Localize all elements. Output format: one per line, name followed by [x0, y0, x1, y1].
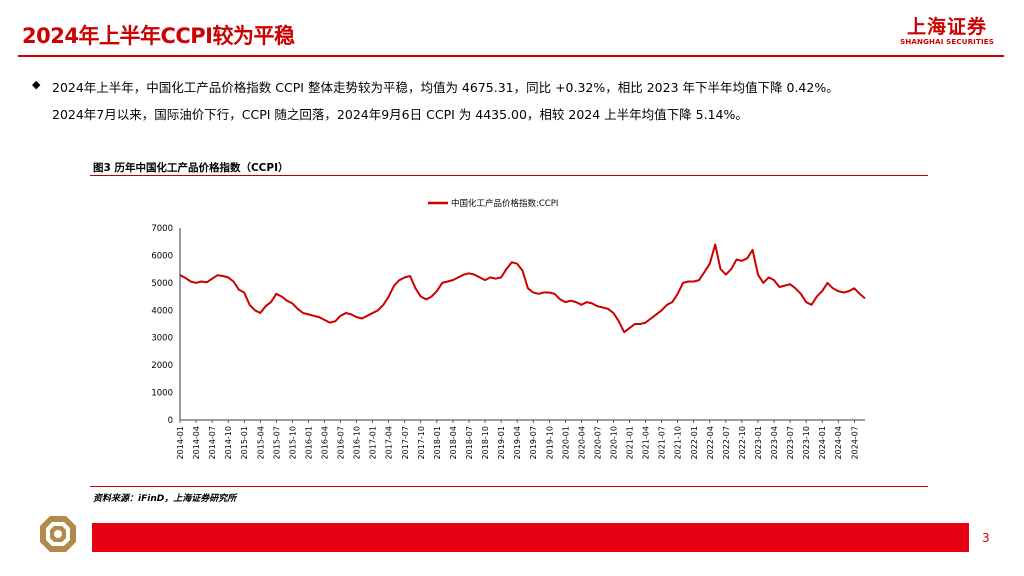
x-tick-label: 2024-01 [818, 426, 827, 459]
x-tick-label: 2023-04 [770, 426, 779, 459]
x-tick-label: 2019-10 [545, 426, 554, 459]
x-tick-label: 2014-07 [208, 426, 217, 459]
x-tick-label: 2016-10 [353, 426, 362, 459]
x-tick-label: 2014-10 [224, 426, 233, 459]
x-tick-label: 2024-07 [850, 426, 859, 459]
y-tick-label: 0 [168, 416, 173, 426]
x-tick-label: 2015-01 [240, 426, 249, 459]
summary-line-2: 2024年7月以来，国际油价下行，CCPI 随之回落，2024年9月6日 CCP… [52, 107, 748, 122]
x-tick-label: 2021-01 [626, 426, 635, 459]
ccpi-line-chart: 中国化工产品价格指数:CCPI 0 1000 2000 3000 4000 5000 600… [151, 198, 866, 459]
summary-line-1: 2024年上半年，中国化工产品价格指数 CCPI 整体走势较为平稳，均值为 46… [52, 80, 839, 95]
x-tick-label: 2016-01 [304, 426, 313, 459]
x-tick-label: 2019-04 [513, 426, 522, 459]
x-tick-label: 2015-04 [256, 426, 265, 459]
x-tick-label: 2017-01 [369, 426, 378, 459]
ccpi-series-line [179, 243, 866, 334]
figure-title: 图3 历年中国化工产品价格指数（CCPI） [93, 162, 289, 174]
diamond-bullet-icon: ◆ [32, 78, 41, 91]
y-tick-label: 6000 [151, 251, 173, 261]
x-tick-label: 2022-07 [722, 426, 731, 459]
y-tick-label: 4000 [151, 306, 173, 316]
x-tick-label: 2020-10 [609, 426, 618, 459]
x-axis: 2014-01 2014-04 2014-07 2014-10 2015-01 2015-… [176, 419, 865, 459]
x-tick-label: 2019-01 [497, 426, 506, 459]
logo-chinese: 上海证券 [907, 16, 988, 38]
y-tick-label: 2000 [151, 361, 173, 371]
x-tick-label: 2022-01 [690, 426, 699, 459]
chart-legend: 中国化工产品价格指数:CCPI [428, 198, 558, 209]
company-emblem-icon [40, 516, 76, 552]
x-tick-label: 2023-07 [786, 426, 795, 459]
y-tick-label: 3000 [151, 334, 173, 344]
x-tick-label: 2020-01 [561, 426, 570, 459]
x-tick-label: 2022-10 [738, 426, 747, 459]
x-tick-label: 2023-10 [802, 426, 811, 459]
figure-source: 资料来源：iFinD，上海证券研究所 [93, 494, 237, 504]
x-tick-label: 2018-01 [433, 426, 442, 459]
logo-english: SHANGHAI SECURITIES [900, 38, 994, 46]
footer-bar [92, 523, 969, 552]
x-tick-label: 2017-04 [385, 426, 394, 459]
header-rule [18, 55, 1004, 57]
x-tick-label: 2018-10 [481, 426, 490, 459]
x-tick-label: 2020-07 [593, 426, 602, 459]
figure-top-rule [90, 175, 928, 176]
x-tick-label: 2014-01 [176, 426, 185, 459]
x-tick-label: 2021-10 [674, 426, 683, 459]
x-tick-label: 2017-10 [417, 426, 426, 459]
y-tick-label: 7000 [151, 224, 173, 234]
y-tick-label: 1000 [151, 389, 173, 399]
x-tick-label: 2017-07 [401, 426, 410, 459]
x-tick-label: 2016-07 [337, 426, 346, 459]
x-tick-label: 2016-04 [320, 426, 329, 459]
legend-label: 中国化工产品价格指数:CCPI [451, 198, 558, 209]
x-tick-label: 2021-07 [658, 426, 667, 459]
x-tick-label: 2024-04 [834, 426, 843, 459]
figure-bottom-rule [90, 486, 928, 487]
x-tick-label: 2021-04 [642, 426, 651, 459]
x-tick-label: 2018-07 [465, 426, 474, 459]
x-tick-label: 2014-04 [192, 426, 201, 459]
x-tick-label: 2018-04 [449, 426, 458, 459]
x-tick-label: 2015-07 [272, 426, 281, 459]
brand-logo: 上海证券 SHANGHAI SECURITIES [900, 16, 994, 47]
y-axis: 0 1000 2000 3000 4000 5000 6000 7000 [151, 224, 181, 426]
y-tick-label: 5000 [151, 279, 173, 289]
x-tick-label: 2022-04 [706, 426, 715, 459]
page-number: 3 [982, 531, 990, 545]
x-tick-label: 2023-01 [754, 426, 763, 459]
page-title: 2024年上半年CCPI较为平稳 [22, 24, 295, 48]
x-tick-label: 2020-04 [577, 426, 586, 459]
x-tick-label: 2019-07 [529, 426, 538, 459]
x-tick-label: 2015-10 [288, 426, 297, 459]
